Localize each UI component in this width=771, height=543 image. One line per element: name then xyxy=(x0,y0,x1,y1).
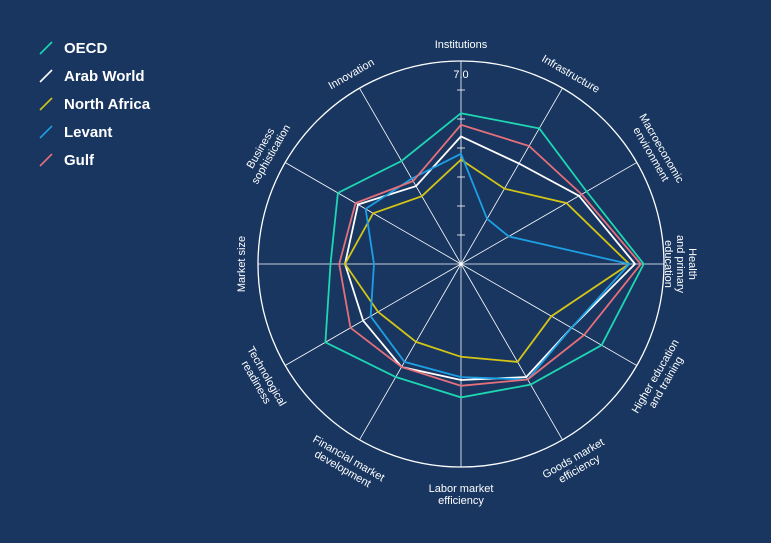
axis-label-line: and primary xyxy=(674,235,686,294)
legend-swatch-icon xyxy=(39,153,53,167)
axis-label: Innovation xyxy=(327,56,377,92)
axis-label: Higher educationand training xyxy=(630,337,692,421)
legend-label: Gulf xyxy=(64,151,94,169)
legend-item-levant[interactable]: Levant xyxy=(38,118,150,146)
axis-label-line: Infrastructure xyxy=(539,53,601,96)
radar-series-gulf xyxy=(338,123,642,387)
axis-label-line: Innovation xyxy=(327,56,377,92)
axis-label-line: efficiency xyxy=(438,495,484,507)
axis-label-line: education xyxy=(662,240,674,288)
axis-label: Labor market efficiency xyxy=(429,483,494,507)
axis-label: Financial marketdevelopment xyxy=(305,433,387,494)
legend-item-north-africa[interactable]: North Africa xyxy=(38,90,150,118)
radar-series-levant xyxy=(364,152,631,381)
legend-label: Arab World xyxy=(64,67,145,85)
legend-swatch-icon xyxy=(39,97,53,111)
legend-swatch-icon xyxy=(39,125,53,139)
radar-grid xyxy=(257,60,665,468)
radar-spoke xyxy=(359,263,462,441)
axis-label: Healthand primaryeducation xyxy=(662,235,698,294)
legend-label: North Africa xyxy=(64,95,151,113)
radar-spoke xyxy=(460,162,638,265)
legend: OECD Arab World North Africa Levant Gulf xyxy=(38,34,150,174)
radar-spoke xyxy=(460,87,563,265)
legend-label: Levant xyxy=(64,123,113,141)
radar-series-north-africa xyxy=(343,158,631,363)
axis-label-line: Institutions xyxy=(435,39,488,51)
legend-item-arab-world[interactable]: Arab World xyxy=(38,62,150,90)
radar-series-oecd xyxy=(324,112,645,399)
axis-label: Market size xyxy=(236,236,248,292)
axis-label: Businesssophistication xyxy=(239,117,293,187)
axis-label-line: Health xyxy=(686,248,698,280)
axis-label: Infrastructure xyxy=(539,53,601,96)
radar-series-arab-world xyxy=(344,135,637,381)
axis-label-line: Labor market xyxy=(429,483,494,495)
radar-spoke xyxy=(359,87,462,265)
axis-label: Macroeconomicenvironment xyxy=(626,112,686,192)
legend-label: OECD xyxy=(64,39,108,57)
radar-series-layer xyxy=(324,112,645,399)
radar-tick-label: 7.0 xyxy=(453,69,468,81)
legend-item-gulf[interactable]: Gulf xyxy=(38,146,150,174)
legend-swatch-icon xyxy=(39,41,53,55)
radar-spoke xyxy=(284,263,462,366)
radar-spoke xyxy=(460,263,638,366)
legend-item-oecd[interactable]: OECD xyxy=(38,34,150,62)
axis-label-line: Market size xyxy=(236,236,248,292)
axis-label: Institutions xyxy=(435,39,488,51)
legend-swatch-icon xyxy=(39,69,53,83)
axis-label: Goods marketefficiency xyxy=(541,436,613,491)
radar-spoke xyxy=(460,263,563,441)
